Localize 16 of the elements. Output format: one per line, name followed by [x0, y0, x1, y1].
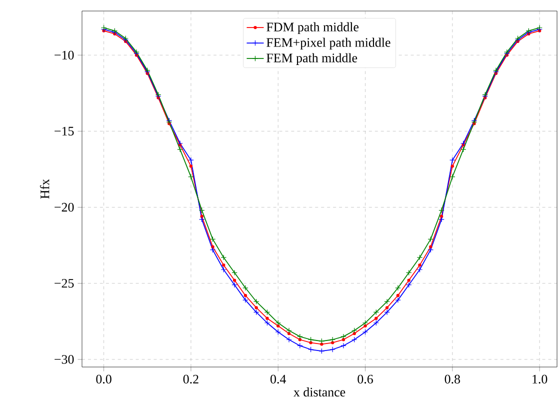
y-tick-label: −20: [54, 202, 74, 212]
x-tick-label: 1.0: [532, 374, 548, 384]
legend-label: FDM path middle: [266, 22, 359, 34]
legend-label: FEM+pixel path middle: [266, 38, 390, 50]
legend-label: FEM path middle: [266, 53, 358, 65]
x-tick-label: 0.0: [96, 374, 112, 384]
x-axis-title: x distance: [294, 387, 346, 397]
y-tick-label: −15: [54, 126, 74, 136]
y-axis-title: Hfx: [40, 179, 50, 199]
x-tick-label: 0.6: [358, 374, 373, 384]
x-tick-label: 0.2: [183, 374, 198, 384]
y-tick-label: −30: [54, 355, 74, 364]
x-tick-label: 0.4: [270, 374, 286, 384]
y-tick-label: −25: [54, 278, 74, 288]
y-tick-label: −10: [54, 50, 74, 60]
x-tick-label: 0.8: [444, 374, 460, 384]
